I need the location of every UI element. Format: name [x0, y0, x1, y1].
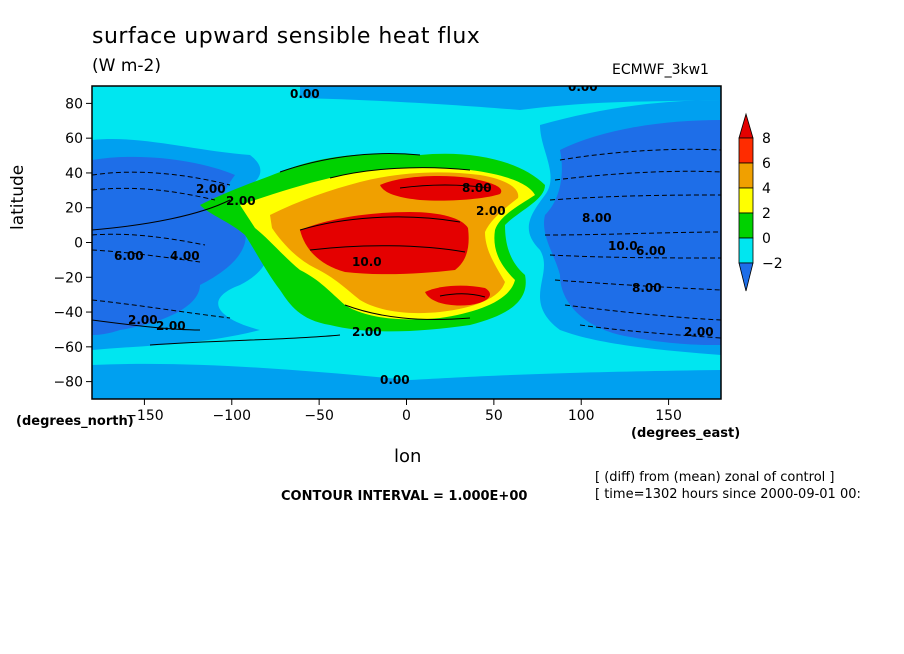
x-axis-label: lon: [394, 446, 422, 467]
y-tick-label: −20: [53, 270, 83, 286]
contour-label: 2.00: [476, 204, 506, 218]
contour-field: 0.00 0.00 2.00 2.00 2.00 2.00 2.00 2.00 …: [92, 80, 721, 399]
y-tick-label: −40: [53, 305, 83, 321]
colorbar-segment: [738, 237, 754, 264]
x-tick-label: 50: [485, 408, 503, 424]
x-tick-label: −50: [304, 408, 334, 424]
x-tick-label: 150: [655, 408, 682, 424]
colorbar-label: 6: [762, 156, 771, 172]
note-diff: [ (diff) from (mean) zonal of control ]: [595, 470, 835, 485]
y-tick-label: 40: [65, 166, 83, 182]
colorbar-label: 4: [762, 181, 771, 197]
colorbar-arrow-top: [738, 112, 754, 139]
contour-label: 8.00: [632, 281, 662, 295]
colorbar-label: 0: [762, 231, 771, 247]
field-south-blue: [92, 363, 721, 399]
contour-interval: CONTOUR INTERVAL = 1.000E+00: [281, 489, 528, 504]
y-axis-unit: (degrees_north): [16, 414, 134, 429]
colorbar-label: 2: [762, 206, 771, 222]
colorbar-label: 8: [762, 131, 771, 147]
x-tick-label: 0: [402, 408, 411, 424]
contour-label: 6.00: [636, 244, 666, 258]
contour-label: 6.00: [114, 249, 144, 263]
field-level-8-equator: [300, 212, 469, 275]
contour-label: 2.00: [128, 313, 158, 327]
y-tick-label: 20: [65, 201, 83, 217]
contour-label: 10.0: [608, 239, 638, 253]
x-tick-label: −100: [213, 408, 251, 424]
contour-label: 10.0: [352, 255, 382, 269]
dashed-contours: [92, 148, 721, 339]
contour-label: 8.00: [462, 181, 492, 195]
colorbar-arrow-bottom: [738, 262, 754, 292]
contour-label: 2.00: [226, 194, 256, 208]
contour-label: 4.00: [170, 249, 200, 263]
contour-label: 2.00: [196, 182, 226, 196]
y-tick-label: 80: [65, 96, 83, 112]
chart-units: (W m-2): [92, 56, 161, 76]
y-tick-label: −80: [53, 375, 83, 391]
note-time: [ time=1302 hours since 2000-09-01 00:: [595, 487, 861, 502]
contour-label-group: 0.00 0.00 2.00 2.00 2.00 2.00 2.00 2.00 …: [114, 80, 714, 387]
contour-label: 0.00: [380, 373, 410, 387]
contour-label: 2.00: [352, 325, 382, 339]
contour-label: 2.00: [156, 319, 186, 333]
x-tick-label: −150: [125, 408, 163, 424]
solid-contours: [92, 153, 491, 346]
colorbar-segment: [738, 212, 754, 239]
axes: −150 −100 −50 0 50 100 150 80 60 40 20 0 −20 −40 −60 −8…: [53, 96, 681, 424]
contour-label: 0.00: [568, 80, 598, 94]
colorbar: 8 6 4 2 0 −2: [738, 112, 783, 292]
colorbar-segment: [738, 137, 754, 164]
field-neg2-west: [92, 156, 246, 335]
x-tick-label: 100: [568, 408, 595, 424]
chart-title: surface upward sensible heat flux: [92, 24, 481, 49]
colorbar-segment: [738, 187, 754, 214]
colorbar-segment: [738, 162, 754, 189]
contour-label: 0.00: [290, 87, 320, 101]
contour-label: 8.00: [582, 211, 612, 225]
field-level-8-south: [425, 285, 490, 306]
colorbar-label: −2: [762, 256, 783, 272]
x-axis-unit: (degrees_east): [631, 426, 741, 441]
field-level-8-north: [380, 176, 502, 201]
dataset-label: ECMWF_3kw1: [612, 62, 709, 78]
contour-label: 2.00: [684, 325, 714, 339]
y-tick-label: −60: [53, 340, 83, 356]
y-tick-label: 0: [74, 236, 83, 252]
y-tick-label: 60: [65, 131, 83, 147]
field-north-blue: [300, 86, 721, 110]
